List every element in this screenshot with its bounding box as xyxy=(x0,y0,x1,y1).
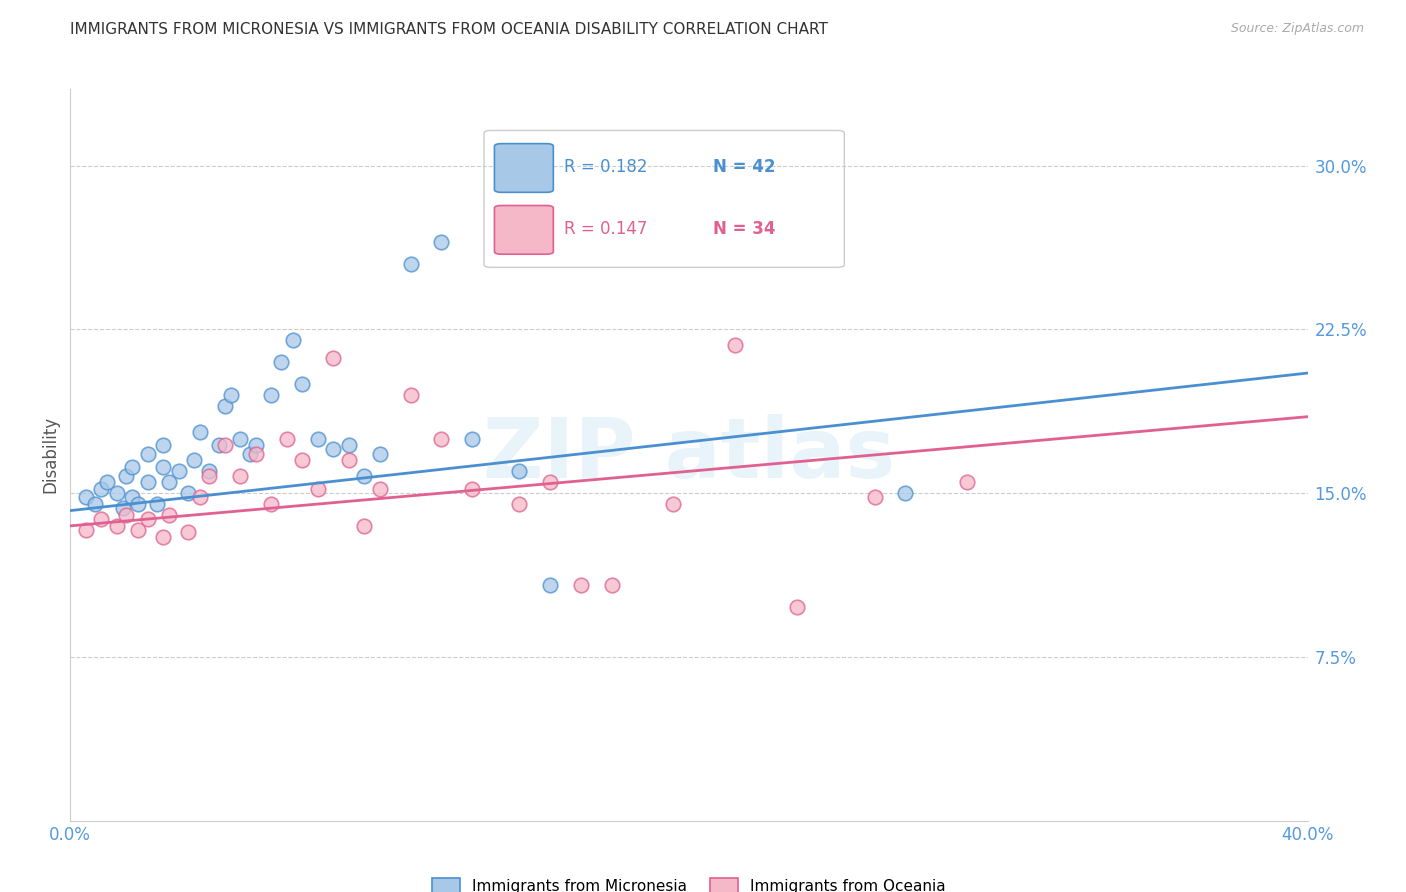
Point xyxy=(461,432,484,446)
Point xyxy=(245,438,267,452)
Point xyxy=(152,459,174,474)
Point xyxy=(276,432,298,446)
Text: Source: ZipAtlas.com: Source: ZipAtlas.com xyxy=(1230,22,1364,36)
Point xyxy=(136,475,159,490)
Point xyxy=(337,453,360,467)
Point xyxy=(322,351,344,365)
Point xyxy=(508,464,530,478)
Point xyxy=(214,438,236,452)
Point xyxy=(146,497,169,511)
Point xyxy=(368,447,391,461)
Point xyxy=(105,486,128,500)
Point xyxy=(430,432,453,446)
Point xyxy=(307,432,329,446)
Point xyxy=(157,475,180,490)
Point xyxy=(245,447,267,461)
Point xyxy=(177,525,200,540)
Point xyxy=(75,523,97,537)
Point xyxy=(724,337,747,351)
Point xyxy=(430,235,453,249)
Point xyxy=(127,523,149,537)
Point xyxy=(399,388,422,402)
Point xyxy=(307,482,329,496)
Point xyxy=(281,333,304,347)
Point xyxy=(569,578,592,592)
Point xyxy=(84,497,107,511)
Point xyxy=(127,497,149,511)
Point xyxy=(353,468,375,483)
Point xyxy=(167,464,190,478)
Point xyxy=(115,468,138,483)
Point xyxy=(291,453,314,467)
Point xyxy=(894,486,917,500)
Point xyxy=(399,257,422,271)
Point xyxy=(152,438,174,452)
Point xyxy=(260,388,283,402)
Point xyxy=(461,482,484,496)
Point xyxy=(229,432,252,446)
Point xyxy=(291,376,314,391)
Point xyxy=(229,468,252,483)
Point xyxy=(508,497,530,511)
Point xyxy=(75,491,97,505)
Point xyxy=(260,497,283,511)
Point xyxy=(90,512,112,526)
Point xyxy=(121,491,143,505)
Point xyxy=(208,438,231,452)
Point xyxy=(270,355,292,369)
Point xyxy=(96,475,118,490)
Point xyxy=(136,512,159,526)
Point xyxy=(322,442,344,457)
Point xyxy=(105,519,128,533)
Point xyxy=(152,530,174,544)
Point xyxy=(121,459,143,474)
Point xyxy=(183,453,205,467)
Point xyxy=(538,578,561,592)
Point xyxy=(188,425,211,439)
Point xyxy=(90,482,112,496)
Point xyxy=(786,599,808,614)
Point xyxy=(538,475,561,490)
Point xyxy=(177,486,200,500)
Point xyxy=(111,501,134,516)
Point xyxy=(600,578,623,592)
Point xyxy=(198,468,221,483)
Point xyxy=(136,447,159,461)
Point xyxy=(198,464,221,478)
Point xyxy=(662,497,685,511)
Point xyxy=(863,491,886,505)
Point xyxy=(214,399,236,413)
Point xyxy=(956,475,979,490)
Point xyxy=(353,519,375,533)
Y-axis label: Disability: Disability xyxy=(41,417,59,493)
Point xyxy=(157,508,180,522)
Legend: Immigrants from Micronesia, Immigrants from Oceania: Immigrants from Micronesia, Immigrants f… xyxy=(426,872,952,892)
Text: ZIP atlas: ZIP atlas xyxy=(482,415,896,495)
Point xyxy=(188,491,211,505)
Point xyxy=(219,388,242,402)
Point xyxy=(239,447,262,461)
Point xyxy=(115,508,138,522)
Point xyxy=(368,482,391,496)
Point xyxy=(337,438,360,452)
Text: IMMIGRANTS FROM MICRONESIA VS IMMIGRANTS FROM OCEANIA DISABILITY CORRELATION CHA: IMMIGRANTS FROM MICRONESIA VS IMMIGRANTS… xyxy=(70,22,828,37)
